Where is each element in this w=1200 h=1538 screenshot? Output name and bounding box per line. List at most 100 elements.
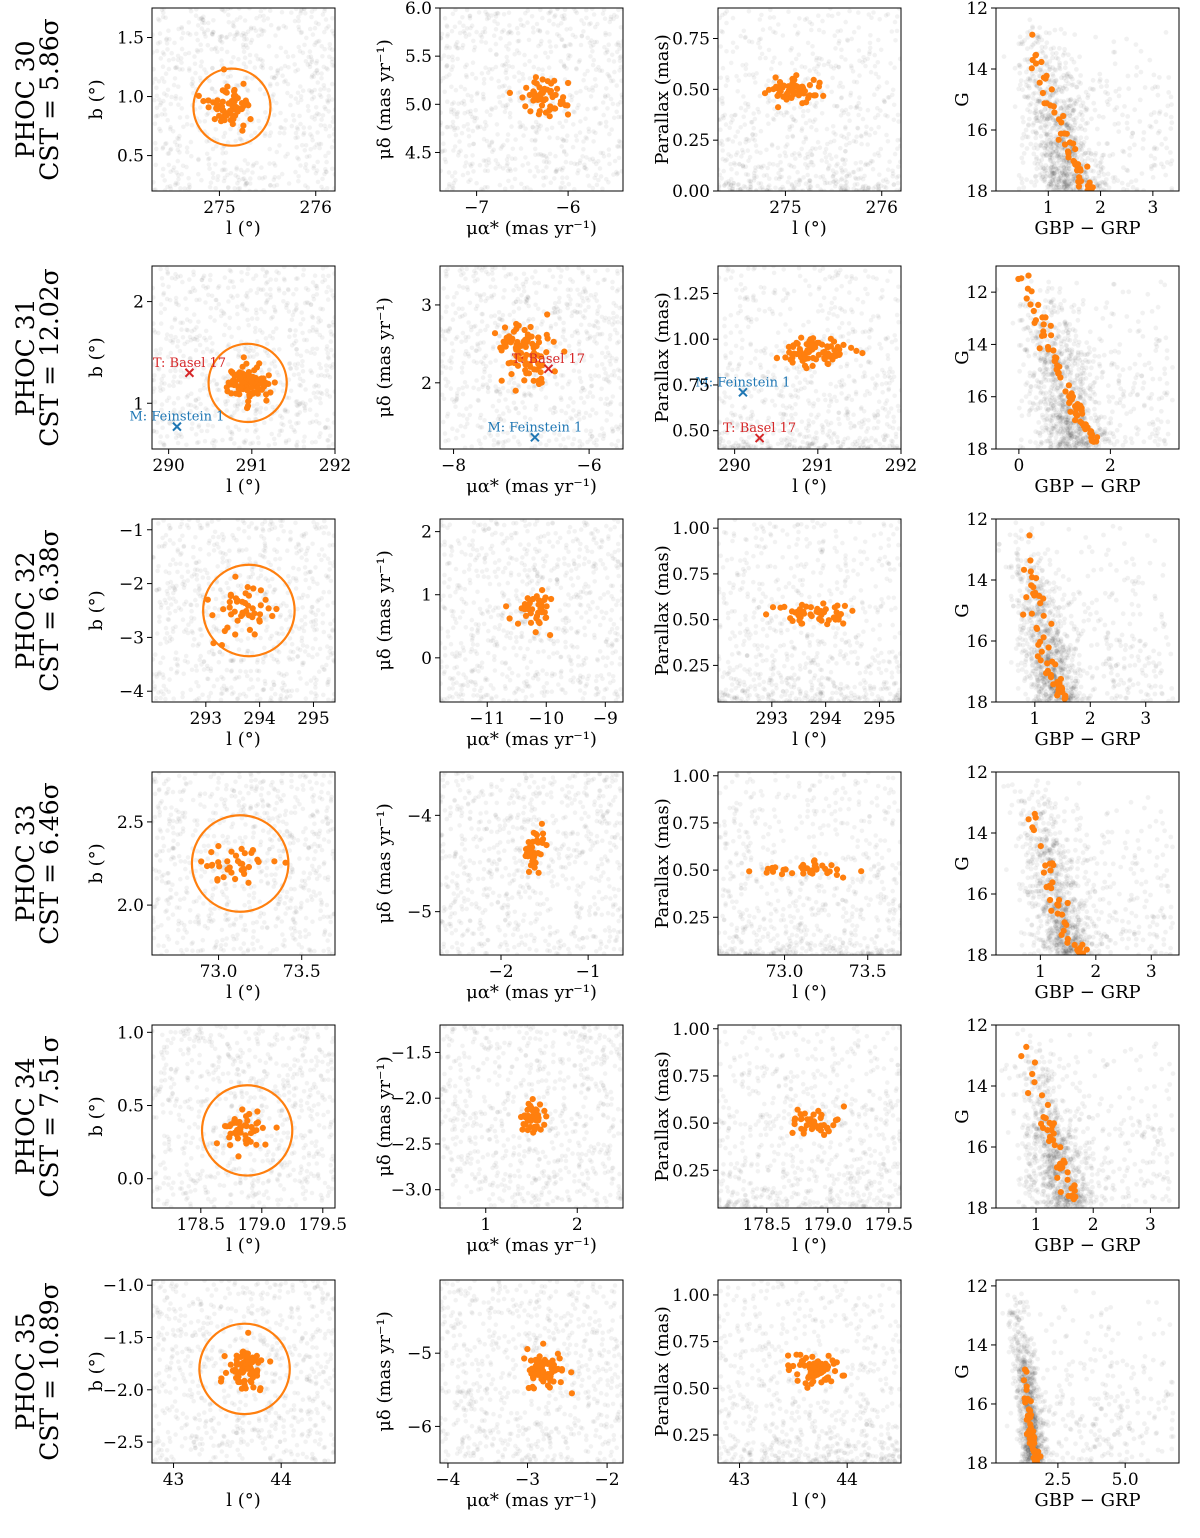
field-star <box>1095 186 1101 191</box>
field-star <box>1166 75 1172 80</box>
field-star <box>323 153 328 159</box>
member-star <box>232 103 239 111</box>
field-star <box>1063 186 1069 191</box>
field-star <box>1159 161 1164 167</box>
field-star <box>505 161 510 166</box>
field-star <box>743 108 748 113</box>
field-star <box>740 147 745 153</box>
field-star <box>596 177 601 183</box>
field-star <box>158 266 163 272</box>
field-star <box>615 426 621 432</box>
field-star <box>1038 119 1044 125</box>
field-star <box>323 363 329 368</box>
field-star <box>729 167 734 172</box>
field-star <box>315 130 320 135</box>
field-star <box>577 310 583 315</box>
field-star <box>1048 184 1054 190</box>
field-star <box>1049 151 1054 157</box>
field-star <box>1072 135 1078 141</box>
field-star <box>168 146 174 152</box>
field-star <box>201 386 207 391</box>
field-star <box>1065 71 1071 76</box>
field-star <box>736 78 742 83</box>
field-star <box>795 32 800 37</box>
field-star <box>177 115 183 120</box>
field-star <box>240 176 245 182</box>
field-star <box>584 155 589 160</box>
field-star <box>312 8 318 12</box>
field-star <box>293 130 299 136</box>
field-star <box>224 408 229 413</box>
field-star <box>1040 165 1046 170</box>
field-star <box>480 375 486 380</box>
field-star <box>1079 147 1085 153</box>
field-star <box>839 133 844 139</box>
x-tick-label: 275 <box>203 198 235 218</box>
field-star <box>281 276 287 282</box>
field-star <box>1066 160 1072 166</box>
field-star <box>282 63 288 69</box>
field-star <box>729 176 734 182</box>
field-star <box>325 100 331 105</box>
field-star <box>1039 44 1045 50</box>
field-star <box>188 8 193 11</box>
field-star <box>1050 183 1056 189</box>
field-star <box>753 165 758 170</box>
field-star <box>562 64 567 69</box>
field-star <box>564 266 570 271</box>
field-star <box>875 105 880 111</box>
field-star <box>453 435 459 441</box>
field-star <box>559 397 564 403</box>
field-star <box>469 98 475 104</box>
field-star <box>166 162 172 168</box>
field-star <box>1066 116 1072 122</box>
field-star <box>582 315 587 321</box>
field-star <box>593 24 598 30</box>
field-star <box>279 125 284 130</box>
member-star <box>225 100 232 107</box>
field-star <box>856 25 862 30</box>
field-star <box>254 339 260 344</box>
field-star <box>467 300 473 306</box>
field-star <box>1058 163 1064 168</box>
field-star <box>526 428 532 434</box>
field-star <box>529 137 535 143</box>
field-star <box>773 30 778 36</box>
field-star <box>538 441 543 446</box>
field-star <box>516 286 522 292</box>
field-star <box>516 306 522 311</box>
field-star <box>444 304 450 310</box>
field-star <box>234 82 239 88</box>
field-star <box>203 328 209 334</box>
field-star <box>752 138 758 143</box>
match-label: T: Basel 17 <box>153 356 226 371</box>
field-star <box>167 421 173 427</box>
field-star <box>248 25 254 31</box>
field-star <box>1078 141 1084 146</box>
field-star <box>571 368 577 374</box>
field-star <box>449 107 454 112</box>
field-star <box>1134 64 1140 70</box>
field-star <box>803 155 808 161</box>
field-star <box>504 329 510 335</box>
field-star <box>481 292 487 297</box>
field-star <box>482 435 488 440</box>
field-star <box>527 58 532 64</box>
field-star <box>565 305 570 311</box>
field-star <box>478 425 483 430</box>
field-star <box>1038 109 1044 115</box>
field-star <box>241 439 247 445</box>
field-star <box>241 176 247 181</box>
field-star <box>577 417 582 422</box>
field-star <box>1034 130 1039 136</box>
field-star <box>184 145 190 150</box>
field-star <box>241 170 247 175</box>
field-star <box>594 39 600 45</box>
field-star <box>532 280 537 286</box>
field-star <box>891 182 897 187</box>
field-star <box>807 178 813 183</box>
field-star <box>1054 167 1060 173</box>
field-star <box>254 316 260 322</box>
field-star <box>262 175 268 180</box>
field-star <box>243 75 248 81</box>
